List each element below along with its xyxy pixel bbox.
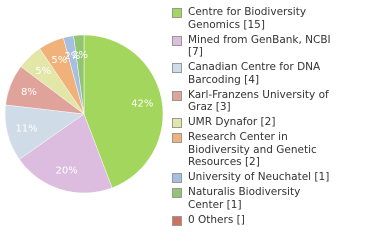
legend-label: Centre for Biodiversity Genomics [15] (188, 6, 307, 31)
pie-slice (73, 34, 85, 115)
legend-swatch (172, 35, 182, 46)
slice-label: 5% (51, 55, 67, 66)
legend-swatch (172, 63, 182, 73)
legend-swatch (172, 118, 182, 128)
legend-item: Canadian Centre for DNA Barcoding [4] (172, 61, 332, 86)
legend: Centre for Biodiversity Genomics [15] Min… (172, 6, 332, 229)
legend-label: Canadian Centre for DNA Barcoding [4] (188, 61, 321, 86)
slice-label: 42% (131, 98, 153, 109)
legend-label: University of Neuchatel [1] (188, 171, 330, 183)
legend-item: Centre for Biodiversity Genomics [15] (172, 6, 332, 31)
slice-label: 8% (21, 87, 37, 98)
legend-swatch (172, 173, 182, 183)
legend-item: Research Center in Biodiversity and Gene… (172, 131, 332, 169)
legend-swatch (172, 188, 182, 198)
pie: 42%20%11%8%5%5%2%2% (4, 34, 164, 194)
legend-item: Karl-Franzens University of Graz [3] (172, 89, 332, 114)
legend-item: Mined from GenBank, NCBI [7] (172, 34, 332, 59)
slice-label: 2% (64, 51, 80, 62)
legend-item: University of Neuchatel [1] (172, 171, 332, 184)
slice-label: 20% (56, 166, 78, 177)
legend-label: 0 Others [] (188, 213, 245, 226)
legend-swatch (172, 8, 182, 18)
legend-swatch (172, 90, 182, 101)
legend-item: Naturalis Biodiversity Center [1] (172, 186, 332, 211)
legend-item: UMR Dynafor [2] (172, 116, 332, 129)
slice-label: 2% (72, 50, 88, 61)
pie-slice (18, 113, 113, 194)
legend-label: Research Center in Biodiversity and Gene… (188, 131, 317, 168)
legend-label: Mined from GenBank, NCBI [7] (188, 33, 331, 59)
legend-item: 0 Others [] (172, 214, 332, 227)
slice-label: 11% (15, 124, 37, 135)
legend-swatch (172, 215, 182, 226)
legend-swatch (172, 133, 182, 143)
pie-slice (83, 34, 164, 189)
legend-label: Naturalis Biodiversity Center [1] (188, 186, 301, 211)
slice-label: 5% (35, 66, 51, 77)
legend-label: UMR Dynafor [2] (188, 116, 276, 128)
legend-label: Karl-Franzens University of Graz [3] (188, 88, 329, 114)
